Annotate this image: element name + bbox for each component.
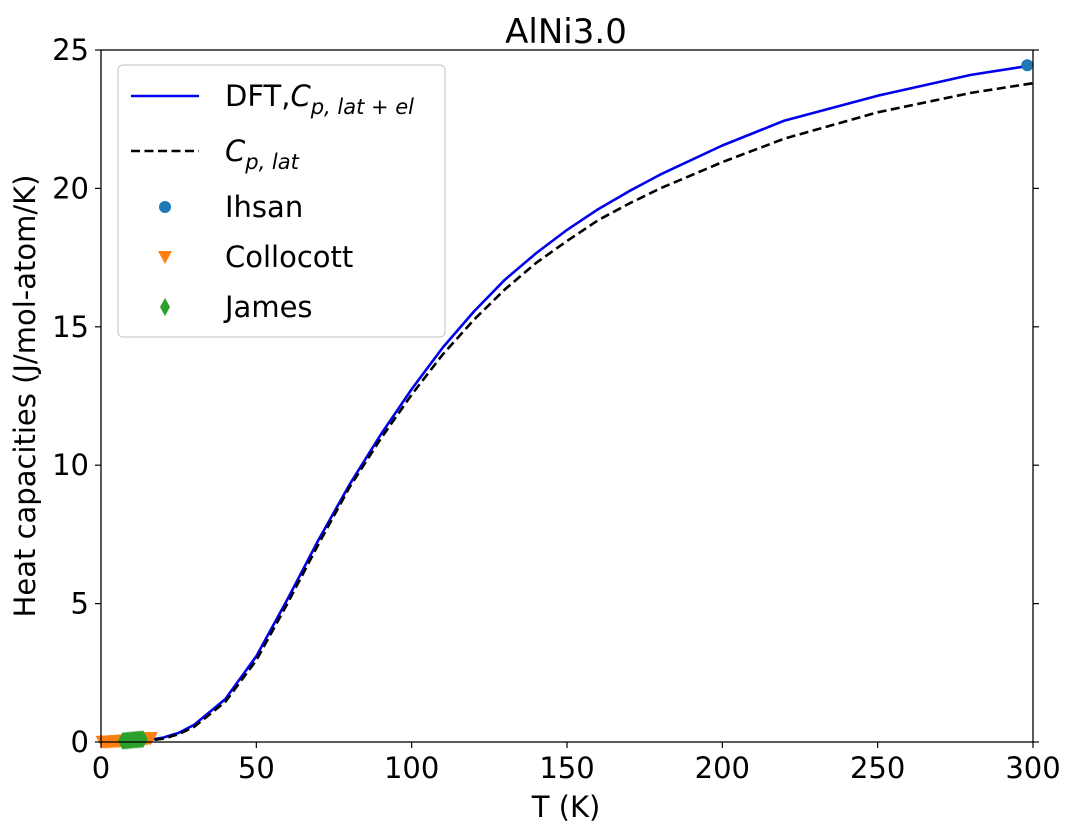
- legend-item: Collocott: [158, 240, 353, 274]
- x-tick-label: 150: [539, 751, 594, 785]
- james-point: [137, 730, 148, 749]
- y-tick-label: 20: [52, 171, 89, 205]
- x-tick-label: 250: [850, 751, 905, 785]
- x-tick-label: 50: [238, 751, 275, 785]
- legend-label: DFT,Cp, lat + el: [225, 79, 414, 119]
- legend-item: DFT,Cp, lat + el: [131, 79, 414, 119]
- ihsan-points: [1021, 59, 1034, 72]
- legend-label: James: [223, 290, 313, 324]
- legend-label: Ihsan: [225, 190, 303, 224]
- legend-item: James: [160, 290, 313, 324]
- x-tick-label: 300: [1005, 751, 1060, 785]
- x-tick-label: 0: [92, 751, 110, 785]
- ihsan-point: [1021, 59, 1034, 72]
- y-tick-label: 5: [71, 587, 89, 621]
- x-axis-label: T (K): [531, 790, 601, 824]
- axis-ticks: 0 50 100 150 200 250 300 0 5 10 15 20 25: [52, 33, 1061, 785]
- legend-box: [117, 64, 446, 338]
- x-tick-label: 200: [695, 751, 750, 785]
- x-tick-label: 100: [384, 751, 439, 785]
- legend-item: Ihsan: [159, 190, 303, 224]
- chart-title: AlNi3.0: [505, 12, 627, 52]
- legend-marker-swatch: [158, 251, 172, 264]
- collocott-point: [143, 732, 158, 746]
- y-tick-label: 0: [71, 725, 89, 759]
- y-axis-label: Heat capacities (J/mol-atom/K): [8, 175, 42, 618]
- legend-marker-swatch: [160, 298, 170, 316]
- legend-item: Cp, lat: [131, 134, 300, 174]
- cp-lat-line: [100, 81, 1034, 744]
- james-points: [117, 730, 148, 750]
- y-tick-label: 15: [52, 310, 89, 344]
- legend: DFT,Cp, lat + el Cp, lat Ihsan Collocott Jam…: [117, 64, 446, 338]
- legend-label: Cp, lat: [225, 134, 300, 174]
- y-tick-label: 10: [52, 448, 89, 482]
- legend-label: Collocott: [225, 240, 353, 274]
- legend-marker-swatch: [159, 201, 171, 213]
- y-tick-label: 25: [52, 33, 89, 67]
